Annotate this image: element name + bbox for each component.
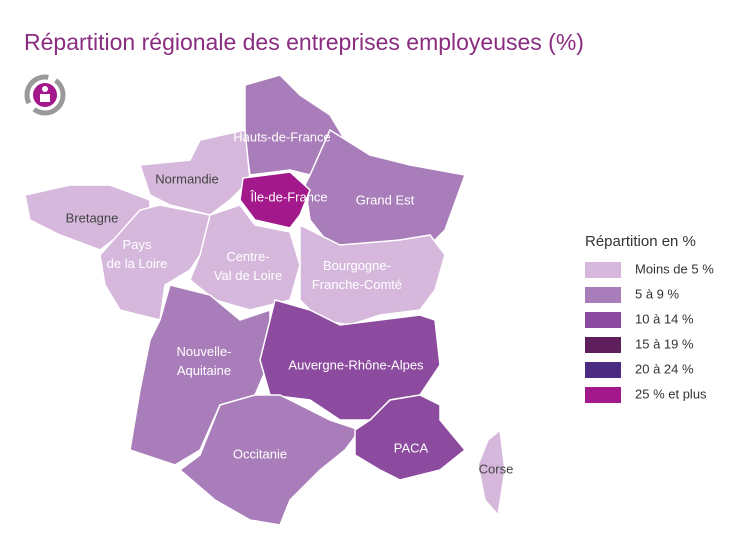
legend-label: 15 à 19 % (635, 336, 694, 351)
legend-title: Répartition en % (585, 233, 696, 250)
region-label: Corse (479, 461, 514, 476)
legend-label: Moins de 5 % (635, 261, 714, 276)
legend-label: 25 % et plus (635, 386, 707, 401)
logo (24, 74, 66, 116)
legend-swatch (585, 387, 621, 403)
map (24, 74, 506, 526)
region-label: Île-de-France (249, 189, 327, 204)
region-label: Val de Loire (214, 268, 282, 283)
legend-swatch (585, 287, 621, 303)
region-shape (189, 204, 301, 311)
region-shape (178, 394, 362, 526)
region-label: Bretagne (66, 210, 119, 225)
region-shape (99, 204, 211, 321)
region-shape (239, 171, 311, 229)
region-label: Franche-Comté (312, 277, 402, 292)
region-label: Normandie (155, 171, 219, 186)
region-label: Pays (123, 237, 152, 252)
legend-swatch (585, 312, 621, 328)
legend-label: 20 à 24 % (635, 361, 694, 376)
region-shape (259, 299, 441, 421)
region-shape (477, 428, 506, 517)
legend-label: 10 à 14 % (635, 311, 694, 326)
legend-label: 5 à 9 % (635, 286, 680, 301)
region-label: Grand Est (356, 192, 415, 207)
region-label: Centre- (226, 249, 269, 264)
region-label: Auvergne-Rhône-Alpes (288, 357, 424, 372)
region-label: PACA (394, 440, 429, 455)
legend-swatch (585, 362, 621, 378)
region-label: Occitanie (233, 446, 287, 461)
region-shape (138, 129, 251, 216)
region-label: Bourgogne- (323, 258, 391, 273)
region-label: Aquitaine (177, 363, 231, 378)
region-label: de la Loire (107, 256, 168, 271)
legend-swatch (585, 262, 621, 278)
region-shape (304, 128, 467, 246)
region-label: Nouvelle- (177, 344, 232, 359)
region-shape (354, 394, 467, 481)
legend-swatch (585, 337, 621, 353)
title: Répartition régionale des entreprises em… (24, 29, 584, 55)
region-shape (299, 223, 446, 326)
region-label: Hauts-de-France (233, 129, 331, 144)
